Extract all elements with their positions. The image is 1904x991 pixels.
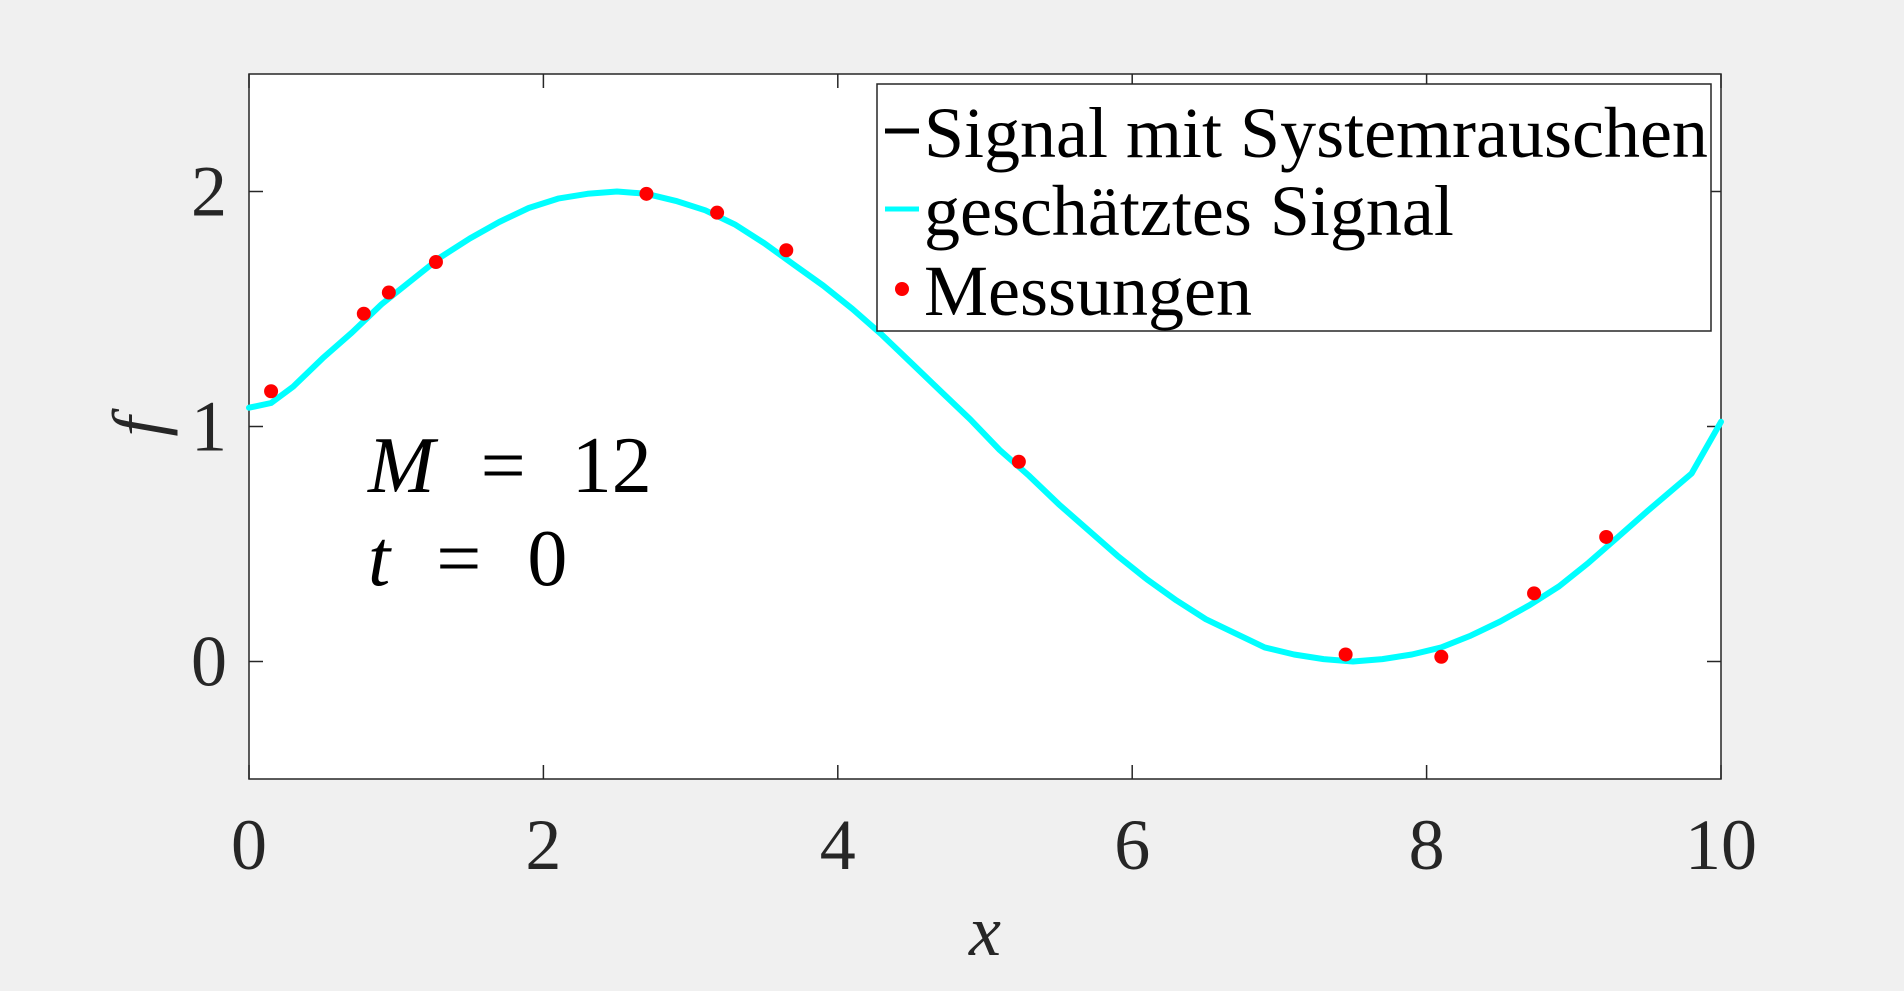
legend-box: [876, 83, 1712, 332]
measurement-point: [1599, 529, 1614, 544]
measurement-point: [356, 306, 371, 321]
y-tick-label: 0: [191, 622, 227, 702]
y-axis-label: f: [98, 408, 178, 437]
measurement-point: [1338, 647, 1353, 662]
estimated-signal-line: [246, 188, 1724, 665]
annotation-t-val: 0: [527, 515, 567, 603]
annotation-t: t = 0: [368, 515, 567, 603]
annotation-m-var: M: [367, 422, 439, 510]
x-tick-label: 2: [525, 805, 561, 885]
measurement-point: [779, 243, 794, 258]
legend-swatch-measurements: [895, 282, 909, 296]
x-tick-label: 8: [1409, 805, 1445, 885]
legend: Signal mit Systemrauschen geschätztes Si…: [876, 83, 1712, 332]
legend-label-signal: Signal mit Systemrauschen: [924, 93, 1708, 173]
annotation-t-var: t: [368, 515, 392, 603]
annotation-m-val: 12: [572, 422, 652, 510]
measurement-point: [1527, 586, 1542, 601]
x-tick-label: 0: [231, 805, 267, 885]
measurement-point: [264, 384, 279, 399]
annotation-m: M = 12: [367, 422, 652, 510]
measurement-point: [1434, 649, 1449, 664]
legend-label-measurements: Messungen: [924, 251, 1252, 331]
annotation-t-eq: =: [436, 515, 481, 603]
x-tick-label: 4: [820, 805, 856, 885]
x-tick-label: 6: [1114, 805, 1150, 885]
measurement-point: [710, 205, 725, 220]
annotation-m-eq: =: [481, 422, 526, 510]
x-tick-label: 10: [1685, 805, 1757, 885]
annotation: M = 12 t = 0: [367, 422, 652, 603]
x-axis-label: x: [968, 891, 1001, 971]
measurement-point: [428, 255, 443, 269]
points-layer: [264, 186, 1614, 664]
legend-label-estimate: geschätztes Signal: [924, 171, 1454, 251]
measurement-point: [639, 186, 654, 201]
measurement-point: [1011, 454, 1026, 469]
y-tick-label: 2: [191, 152, 227, 232]
y-tick-label: 1: [191, 387, 227, 467]
series-layer: [246, 188, 1724, 665]
measurement-point: [381, 285, 396, 300]
